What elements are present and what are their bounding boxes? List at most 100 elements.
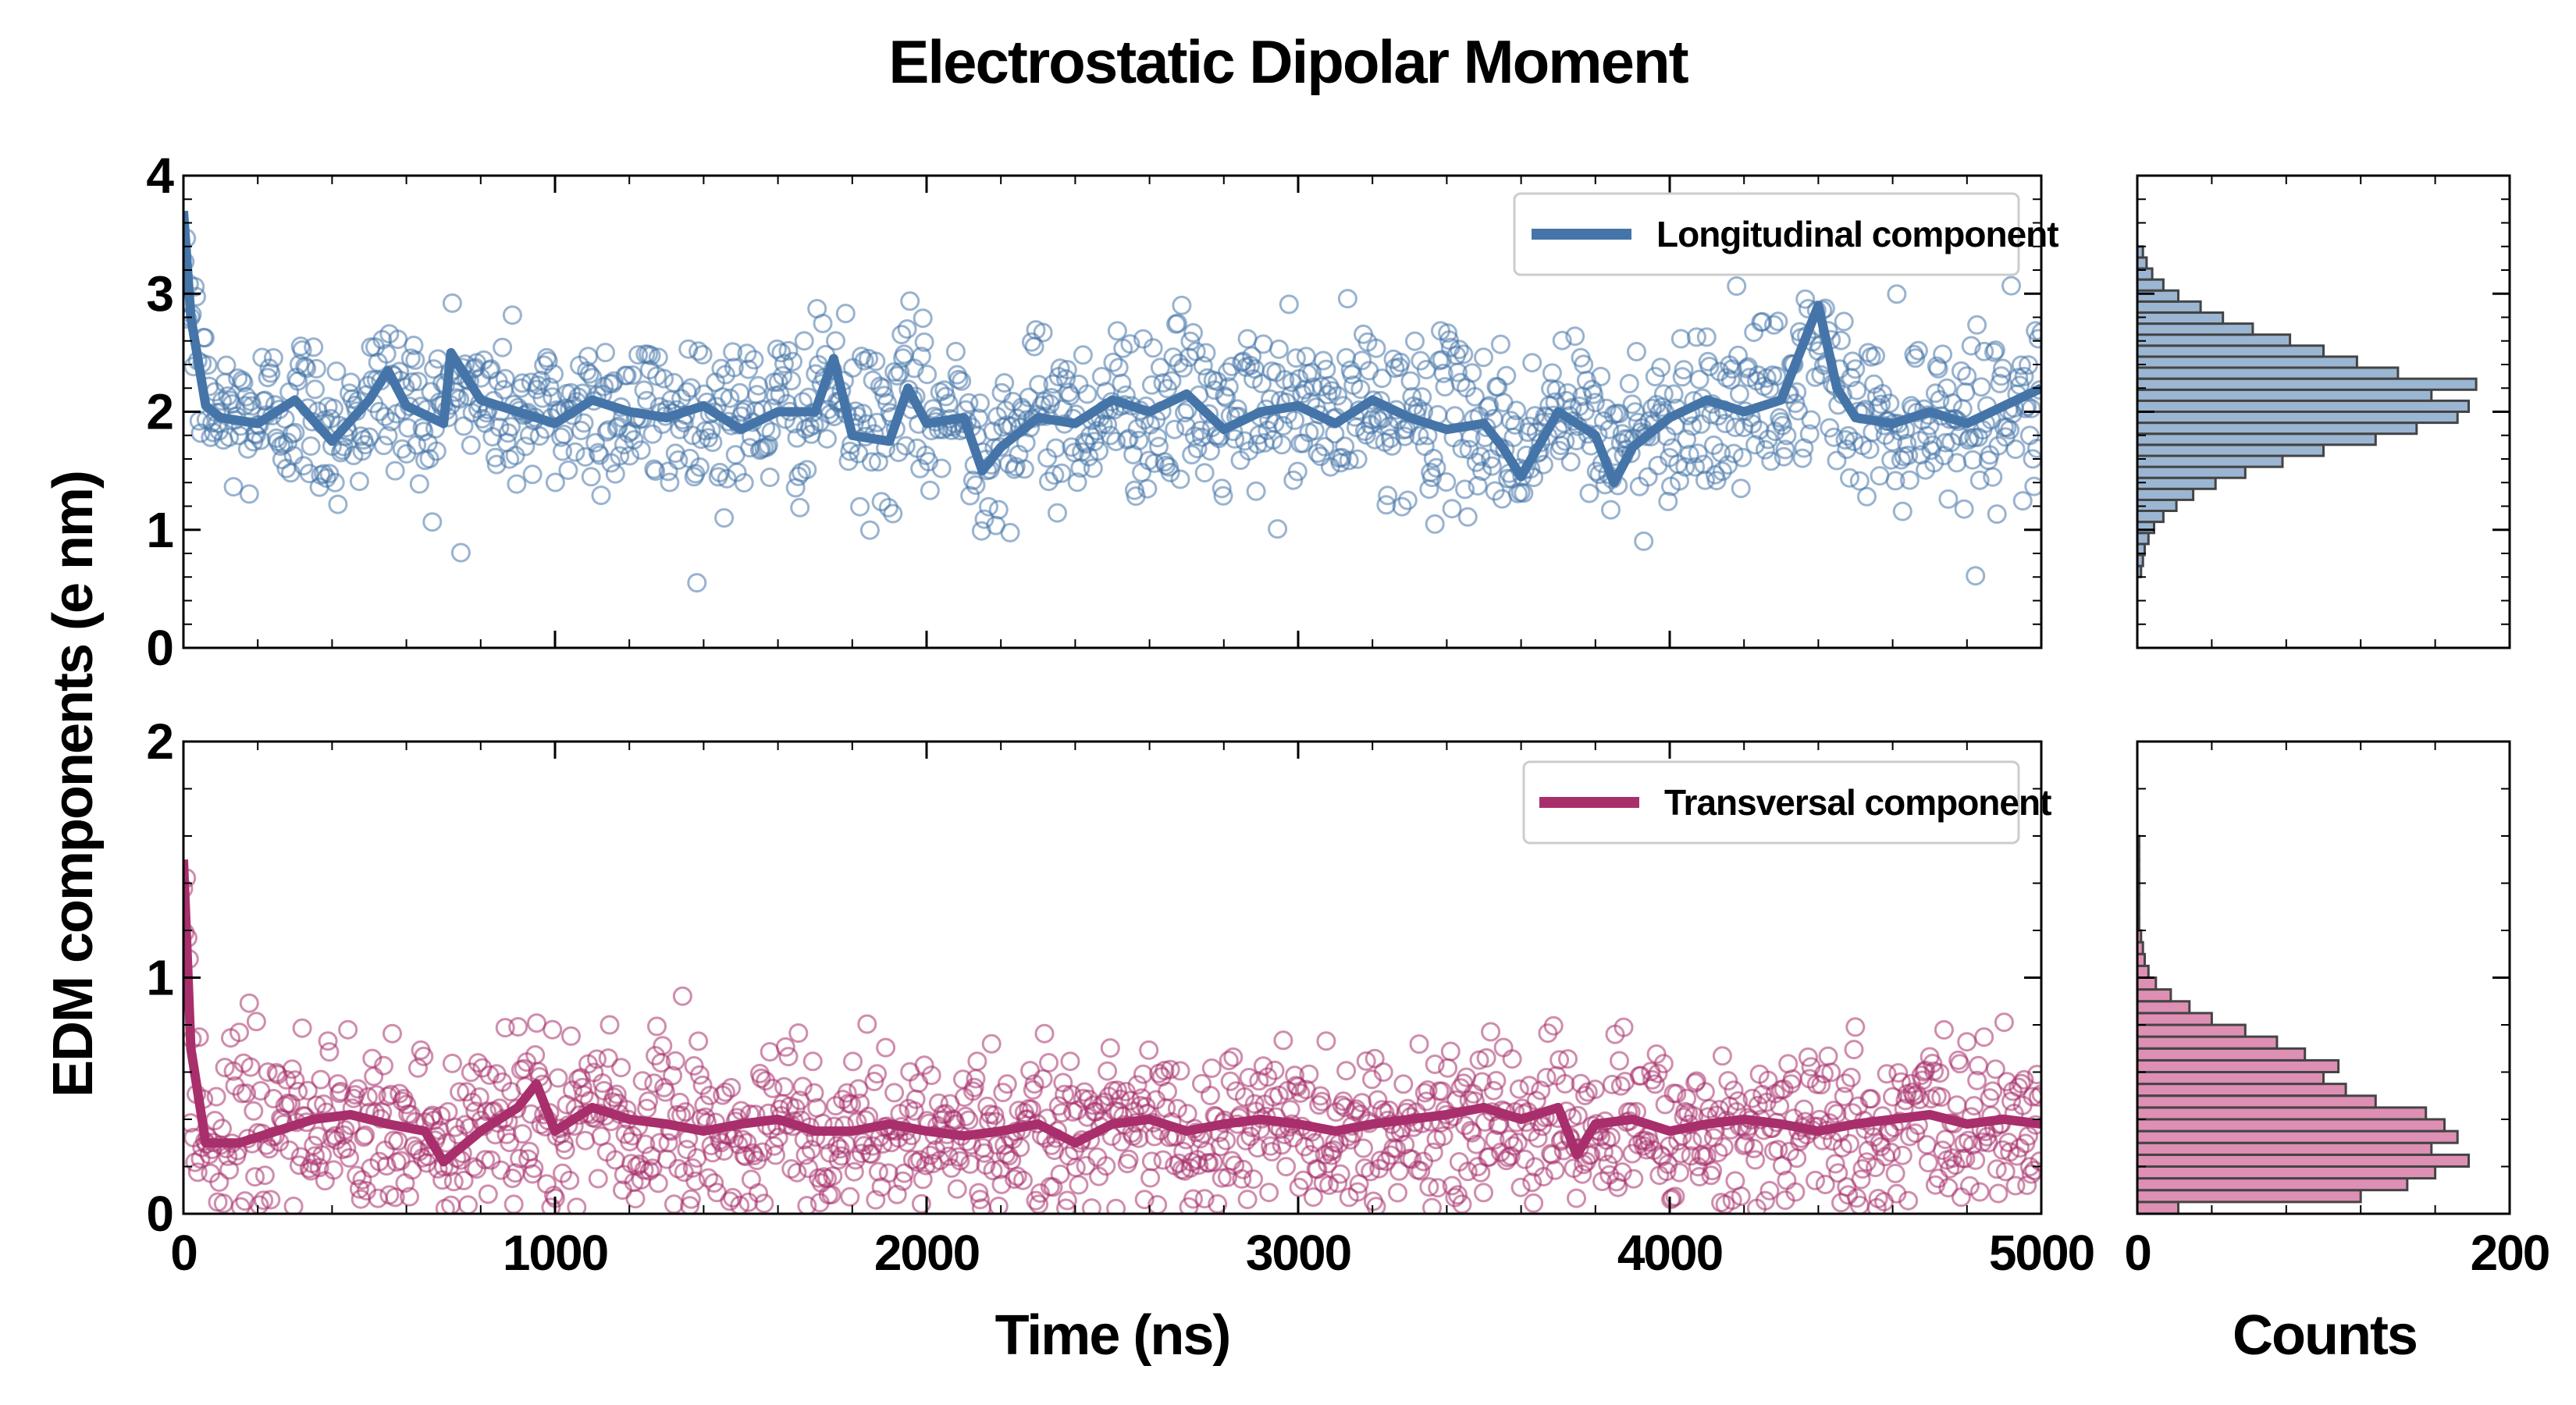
transversal-hist-bar [2136, 976, 2158, 991]
longitudinal-scatter-point [648, 347, 668, 368]
longitudinal-scatter-point [223, 477, 244, 497]
transversal-scatter-point [635, 1134, 656, 1154]
longitudinal-scatter-point [931, 458, 952, 478]
longitudinal-scatter-point [622, 365, 642, 385]
longitudinal-scatter-point [175, 88, 192, 105]
transversal-scatter-point [715, 1082, 735, 1102]
transversal-scatter-point [1959, 1176, 1980, 1196]
transversal-scatter-point [1276, 1157, 1297, 1177]
transversal-scatter-point [670, 1092, 690, 1112]
longitudinal-scatter-point [1426, 457, 1446, 478]
transversal-scatter-point [655, 1082, 675, 1102]
longitudinal-scatter-point [1322, 381, 1342, 401]
x-axis-label-counts: Counts [2233, 1304, 2417, 1367]
transversal-scatter-point [1223, 1047, 1244, 1067]
transversal-scatter-point [1134, 1190, 1155, 1210]
transversal-scatter-point [468, 1053, 488, 1073]
transversal-scatter-point [1493, 1037, 1514, 1058]
transversal-scatter-point [1748, 1095, 1768, 1115]
longitudinal-scatter-point [1522, 353, 1542, 373]
longitudinal-scatter-point [687, 573, 707, 593]
longitudinal-scatter-point [723, 342, 743, 362]
longitudinal-scatter-point [323, 398, 343, 418]
transversal-scatter-point [1969, 1182, 1990, 1202]
longitudinal-scatter-point [515, 436, 535, 457]
transversal-scatter-point [1481, 1022, 1501, 1042]
longitudinal-scatter-point [732, 402, 753, 422]
transversal-scatter-point [254, 1165, 275, 1186]
longitudinal-scatter-point [1696, 327, 1717, 347]
longitudinal-scatter-point [1737, 358, 1757, 379]
longitudinal-scatter-point [585, 432, 606, 453]
longitudinal-scatter-point [1449, 340, 1469, 360]
transversal-scatter-point [276, 1069, 297, 1090]
transversal-scatter-point [760, 1042, 780, 1062]
longitudinal-hist-bar [2136, 355, 2358, 369]
transversal-scatter-point [970, 1190, 990, 1210]
longitudinal-legend-label: Longitudinal component [1656, 214, 2058, 254]
transversal-scatter-point [1877, 1064, 1897, 1084]
transversal-scatter-point [1642, 1069, 1663, 1090]
transversal-scatter-point [2030, 1151, 2041, 1172]
longitudinal-scatter-point [375, 407, 395, 427]
transversal-scatter-point [878, 1163, 898, 1183]
longitudinal-scatter-point [761, 422, 781, 442]
longitudinal-scatter-point [952, 371, 972, 391]
transversal-scatter-point [512, 1124, 532, 1144]
transversal-scatter-point [964, 1077, 984, 1097]
transversal-scatter-point [632, 1071, 653, 1091]
longitudinal-scatter-point [1933, 344, 1953, 365]
longitudinal-scatter-point [579, 364, 600, 384]
transversal-scatter-point [1954, 1133, 1974, 1154]
transversal-scatter-point [1299, 1064, 1319, 1084]
transversal-scatter-point [1575, 1086, 1595, 1105]
transversal-scatter-point [698, 1168, 718, 1188]
longitudinal-hist-bar [2136, 289, 2179, 303]
transversal-scatter-point [1445, 1187, 1465, 1208]
transversal-scatter-point [658, 1133, 678, 1153]
longitudinal-ticks: 0 1 2 3 4 [146, 148, 2043, 676]
longitudinal-hist-bar [2136, 399, 2470, 414]
longitudinal-hist-bar [2136, 388, 2433, 402]
longitudinal-scatter-point [539, 377, 560, 397]
longitudinal-scatter-point [878, 497, 898, 518]
transversal-scatter-point [1567, 1105, 1588, 1126]
longitudinal-scatter-point [895, 436, 916, 456]
transversal-scatter-point [1448, 1185, 1468, 1205]
longitudinal-hist-bar [2136, 521, 2155, 535]
transversal-scatter-point [355, 1125, 375, 1145]
transversal-scatter-point [587, 1049, 607, 1069]
transversal-scatter-point [1841, 1067, 1861, 1087]
longitudinal-scatter-point [1777, 425, 1797, 446]
transversal-scatter-point [254, 1190, 274, 1211]
longitudinal-scatter-point [575, 446, 596, 467]
longitudinal-scatter-point [301, 436, 321, 456]
transversal-scatter-point [1994, 1012, 2014, 1033]
transversal-scatter-point [763, 1078, 783, 1098]
transversal-hist-bar [2136, 1177, 2409, 1192]
transversal-scatter-point [1411, 1161, 1431, 1181]
longitudinal-scatter-point [1947, 453, 1967, 473]
transversal-hist-bar [2136, 1118, 2446, 1133]
transversal-scatter-point [1918, 1153, 1938, 1172]
transversal-scatter-point [561, 1026, 581, 1046]
longitudinal-scatter-point [1120, 334, 1140, 354]
transversal-scatter-point [682, 1158, 703, 1178]
longitudinal-scatter-point [1880, 393, 1900, 414]
transversal-scatter-point [681, 1189, 701, 1209]
transversal-scatter-point [1247, 1138, 1268, 1158]
longitudinal-scatter-point [1173, 357, 1194, 378]
transversal-hist-bar [2136, 1023, 2247, 1038]
longitudinal-scatter-point [913, 308, 933, 329]
longitudinal-scatter-point [634, 380, 654, 400]
longitudinal-scatter-point [1422, 468, 1442, 488]
longitudinal-scatter-point [280, 463, 301, 483]
transversal-scatter-point [1309, 1095, 1329, 1115]
transversal-scatter-point [639, 1091, 658, 1112]
transversal-scatter-point [959, 1110, 979, 1130]
transversal-scatter-point [1055, 1084, 1075, 1104]
transversal-scatter-point [1987, 1159, 2007, 1179]
transversal-scatter-point [1866, 1158, 1885, 1178]
transversal-scatter-point [2031, 1084, 2041, 1104]
longitudinal-scatter-point [1450, 372, 1471, 393]
